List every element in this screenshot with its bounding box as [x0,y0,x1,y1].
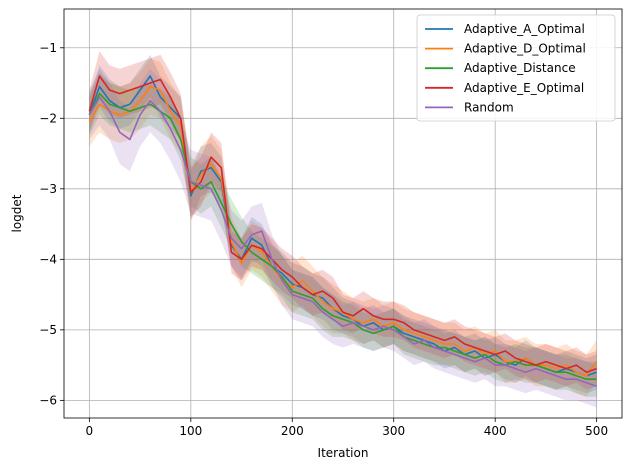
y-tick-label: −3 [39,182,57,196]
band-adaptive-d-optimal [89,58,597,397]
legend-box [416,14,616,122]
x-tick-label: 300 [382,424,405,438]
x-tick-label: 0 [86,424,94,438]
y-tick-label: −4 [39,252,57,266]
x-tick-label: 200 [281,424,304,438]
x-tick-label: 500 [585,424,608,438]
uncertainty-bands [89,51,597,408]
band-random [89,68,597,408]
series-line-random [88,96,597,388]
x-tick-label: 100 [179,424,202,438]
y-axis-ticks: −6 −5 −4 −3 −2 −1 [39,41,64,407]
series-line-adaptive-distance [88,92,597,381]
legend-label-adaptive-d-optimal: Adaptive_D_Optimal [464,42,586,56]
legend-label-adaptive-e-optimal: Adaptive_E_Optimal [464,81,584,95]
legend-label-adaptive-a-optimal: Adaptive_A_Optimal [464,22,585,36]
y-tick-label: −2 [39,111,57,125]
series-line-adaptive-a-optimal [88,75,597,377]
legend: Adaptive_A_Optimal Adaptive_D_Optimal Adap… [416,14,616,122]
y-tick-label: −6 [39,393,57,407]
y-tick-label: −5 [39,323,57,337]
series-lines [88,75,598,388]
x-axis-label: Iteration [318,446,369,460]
x-axis-ticks: 0 100 200 300 400 500 [86,418,608,438]
plot-area-frame [63,8,623,419]
legend-label-adaptive-distance: Adaptive_Distance [464,61,576,75]
y-axis-label: logdet [10,194,24,232]
y-tick-label: −1 [39,41,57,55]
x-tick-label: 400 [484,424,507,438]
legend-label-random: Random [464,100,514,114]
series-line-adaptive-e-optimal [88,75,597,374]
band-adaptive-e-optimal [89,51,597,390]
